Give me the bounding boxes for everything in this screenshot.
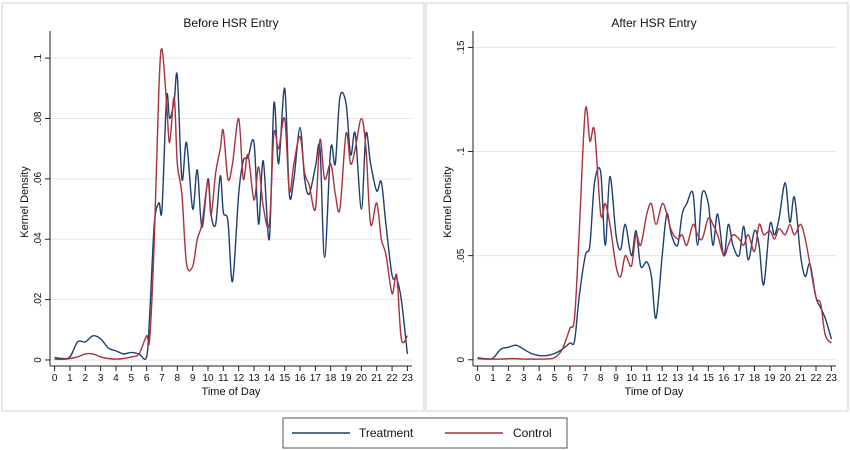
x-tick-label: 5 xyxy=(552,373,558,384)
x-tick-label: 6 xyxy=(144,373,150,384)
x-tick-label: 14 xyxy=(687,373,699,384)
x-tick-label: 15 xyxy=(703,373,715,384)
series-line-control xyxy=(54,48,408,361)
x-axis-label: Time of Day xyxy=(625,386,684,398)
legend: Treatment Control xyxy=(282,417,568,449)
panel-before-hsr: Before HSR Entry 0.02.04.06.08.10 1 2 3 4 5 6 7… xyxy=(1,2,425,412)
y-tick-label: .04 xyxy=(33,232,44,246)
x-tick-label: 7 xyxy=(159,373,165,384)
axes: 0.02.04.06.08.10 1 2 3 4 5 6 7 8 9 10 11 12 13 14 15 16 1… xyxy=(33,31,413,384)
x-tick-label: 19 xyxy=(340,373,352,384)
gridlines xyxy=(50,57,412,361)
x-tick-label: 12 xyxy=(233,373,245,384)
x-tick-label: 17 xyxy=(310,373,322,384)
x-tick-label: 18 xyxy=(749,373,761,384)
chart-title: After HSR Entry xyxy=(611,16,696,30)
series-lines xyxy=(54,48,409,361)
x-tick-label: 6 xyxy=(567,373,573,384)
x-tick-label: 9 xyxy=(190,373,196,384)
y-tick-label: .06 xyxy=(33,171,44,185)
x-tick-label: 21 xyxy=(371,373,383,384)
chart-title: Before HSR Entry xyxy=(183,16,278,30)
x-tick-label: 4 xyxy=(113,373,119,384)
legend-label-control: Control xyxy=(513,426,552,440)
x-tick-label: 20 xyxy=(356,373,368,384)
x-tick-label: 10 xyxy=(202,373,214,384)
x-tick-label: 16 xyxy=(718,373,730,384)
x-tick-label: 0 xyxy=(52,373,58,384)
y-axis-label: Kernel Density xyxy=(19,166,31,238)
x-tick-label: 13 xyxy=(248,373,260,384)
x-tick-label: 12 xyxy=(657,373,669,384)
x-tick-label: 19 xyxy=(764,373,776,384)
x-tick-label: 11 xyxy=(642,373,653,384)
x-tick-label: 0 xyxy=(475,373,481,384)
y-tick-label: .02 xyxy=(33,292,44,306)
x-tick-label: 18 xyxy=(325,373,337,384)
x-tick-label: 14 xyxy=(264,373,276,384)
y-tick-label: .08 xyxy=(33,111,44,125)
x-tick-label: 23 xyxy=(402,373,414,384)
legend-label-treatment: Treatment xyxy=(359,426,414,440)
x-tick-label: 8 xyxy=(598,373,604,384)
y-axis-label: Kernel Density xyxy=(442,166,454,238)
axes: 0.05.1.150 1 2 3 4 5 6 7 8 9 10 11 12 13 14 15 16 17 18 19 2… xyxy=(456,31,837,384)
x-tick-label: 11 xyxy=(218,373,229,384)
x-tick-label: 13 xyxy=(672,373,684,384)
x-tick-label: 22 xyxy=(386,373,398,384)
panel-frame xyxy=(425,2,849,412)
x-tick-label: 3 xyxy=(521,373,527,384)
x-tick-label: 10 xyxy=(626,373,638,384)
x-tick-label: 16 xyxy=(294,373,306,384)
x-tick-label: 9 xyxy=(613,373,619,384)
x-tick-label: 2 xyxy=(506,373,512,384)
y-tick-label: 0 xyxy=(33,357,44,363)
y-tick-label: .1 xyxy=(456,147,467,156)
x-tick-label: 1 xyxy=(67,373,73,384)
x-tick-label: 2 xyxy=(82,373,88,384)
series-lines xyxy=(477,105,833,360)
y-tick-label: 0 xyxy=(456,357,467,363)
x-tick-label: 1 xyxy=(490,373,496,384)
x-tick-label: 23 xyxy=(826,373,838,384)
x-tick-label: 5 xyxy=(129,373,135,384)
series-line-control xyxy=(477,105,832,360)
x-axis-label: Time of Day xyxy=(202,386,261,398)
y-tick-label: .15 xyxy=(456,40,467,54)
y-tick-label: .1 xyxy=(33,54,44,63)
x-tick-label: 7 xyxy=(583,373,589,384)
x-tick-label: 22 xyxy=(810,373,822,384)
x-tick-label: 20 xyxy=(780,373,792,384)
x-tick-label: 17 xyxy=(734,373,746,384)
x-tick-label: 21 xyxy=(795,373,807,384)
x-tick-label: 8 xyxy=(175,373,181,384)
x-tick-label: 3 xyxy=(98,373,104,384)
x-tick-label: 4 xyxy=(536,373,542,384)
y-tick-label: .05 xyxy=(456,248,467,262)
x-tick-label: 15 xyxy=(279,373,291,384)
panel-after-hsr: After HSR Entry 0.05.1.150 1 2 3 4 5 6 7 8 9 10 11 1… xyxy=(425,2,849,412)
